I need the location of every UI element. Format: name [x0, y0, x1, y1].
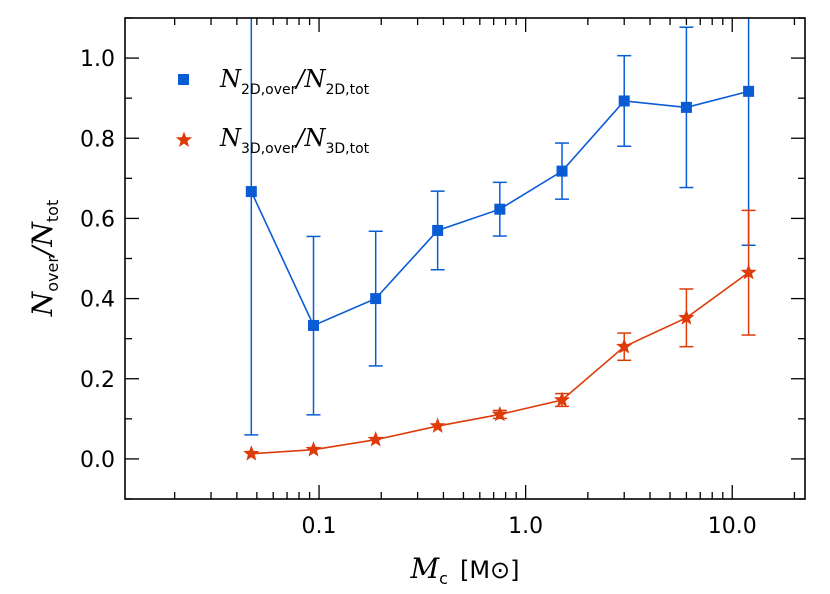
data-point-star: [305, 441, 322, 457]
legend-marker-square: [178, 74, 189, 85]
axis-ticks: [125, 17, 805, 500]
data-point-star: [678, 309, 695, 325]
legend-marker-star: [175, 131, 193, 147]
tick-labels: 0.1 1.0 10.0 0.0 0.2 0.4 0.6 0.8 1.0: [80, 47, 757, 539]
legend: N2D,over/N2D,tot N3D,over/N3D,tot: [175, 65, 370, 157]
data-point-square: [432, 224, 444, 236]
y-tick-label: 0.6: [80, 207, 115, 232]
y-tick-label: 0.4: [80, 288, 115, 313]
series-3d: [243, 209, 757, 461]
data-point-star: [616, 338, 633, 354]
x-axis-label: Mc [M⊙]: [409, 552, 519, 588]
y-tick-label: 1.0: [80, 47, 115, 72]
y-tick-label: 0.8: [80, 127, 115, 152]
legend-label-3d: N3D,over/N3D,tot: [219, 124, 370, 157]
data-point-star: [553, 391, 571, 407]
y-tick-label: 0.0: [80, 448, 115, 473]
series-line: [251, 271, 750, 455]
sun-symbol-icon: ⊙: [490, 556, 510, 584]
data-point-star: [429, 417, 446, 433]
y-tick-label: 0.2: [80, 368, 115, 393]
plot-series: [243, 18, 757, 461]
data-point-square: [680, 101, 692, 113]
data-point-star: [367, 431, 384, 447]
data-point-star: [243, 445, 260, 461]
data-point-square: [618, 95, 630, 107]
x-tick-label: 10.0: [708, 514, 757, 539]
data-point-square: [370, 293, 382, 305]
x-tick-label: 0.1: [302, 514, 337, 539]
series-2d: [244, 18, 756, 436]
data-point-square: [743, 85, 755, 97]
plot-frame: [124, 17, 806, 500]
data-point-square: [556, 165, 568, 177]
data-point-star: [740, 264, 757, 280]
legend-label-2d: N2D,over/N2D,tot: [219, 65, 370, 98]
data-point-square: [494, 203, 506, 215]
y-axis-label: Nover/Ntot: [26, 200, 62, 317]
data-point-square: [308, 319, 320, 331]
x-tick-label: 1.0: [508, 514, 543, 539]
data-point-square: [245, 186, 257, 198]
legend-star-shape: [175, 131, 193, 147]
data-point-star: [491, 405, 508, 422]
